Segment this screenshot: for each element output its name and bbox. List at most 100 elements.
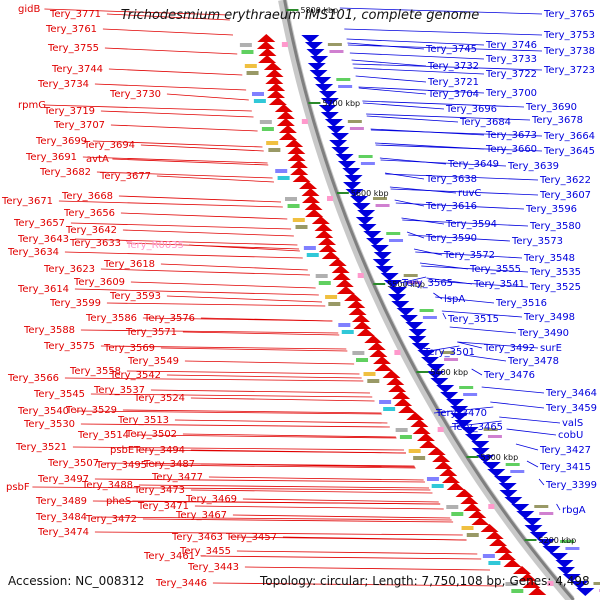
leader-line-reverse [449, 420, 502, 428]
forward-gene-arrow [388, 384, 407, 392]
forward-gene-arrow [304, 202, 323, 210]
gene-label-forward: Tery_3488 [81, 480, 133, 491]
gene-label-forward: psbE [110, 445, 134, 456]
gene-label-forward: Tery_3593 [109, 291, 161, 302]
gene-label-forward: Tery_3730 [109, 89, 161, 100]
gene-label-reverse: Tery_3732 [427, 61, 479, 72]
gene-label-forward: Tery_3540 [17, 406, 69, 417]
gene-label-reverse: Tery_3738 [543, 46, 595, 57]
gene-label-forward: Tery_3514 [77, 430, 129, 441]
reverse-gene-arrow [383, 280, 402, 288]
feature-block [315, 274, 328, 278]
leader-line-reverse [421, 345, 460, 353]
gene-label-forward: Tery_3473 [133, 485, 185, 496]
forward-gene-arrow [328, 258, 347, 266]
gene-label-forward: Tery_3609 [73, 277, 125, 288]
leader-line-forward [190, 397, 375, 402]
feature-block [360, 162, 375, 165]
forward-gene-arrow [285, 139, 304, 147]
gene-label-forward: Tery_3524 [133, 393, 185, 404]
reverse-gene-arrow [498, 483, 517, 491]
scale-tick-label: 5200 kbp [539, 536, 577, 545]
accession-text: Accession: NC_008312 [8, 574, 145, 588]
reverse-gene-arrow [342, 168, 361, 176]
rna-feature [394, 350, 401, 355]
gene-label-forward: Tery_3495 [95, 460, 147, 471]
feature-block [239, 43, 252, 47]
rna-feature [547, 581, 554, 586]
forward-gene-arrow [394, 398, 413, 406]
reverse-gene-arrow [493, 476, 512, 484]
scale-tick-label: 5500 kbp [387, 280, 425, 289]
gene-label-reverse: Tery_3639 [507, 161, 559, 172]
scale-tick-label: 5300 kbp [481, 453, 519, 462]
gene-label-forward: Tery_3497 [37, 474, 89, 485]
gene-label-forward: Tery_3537 [93, 385, 145, 396]
scale-tick-label: 5700 kbp [322, 99, 360, 108]
forward-gene-arrow [460, 496, 479, 504]
forward-gene-arrow [274, 104, 293, 112]
feature-block [347, 120, 362, 123]
gene-label-reverse: Tery_3696 [445, 104, 497, 115]
gene-label-reverse: Tery_3399 [545, 480, 597, 491]
gene-label-forward: Tery_3471 [137, 501, 189, 512]
gene-label-forward: Tery_3707 [53, 120, 105, 131]
feature-block [253, 99, 266, 103]
gene-label-reverse: Tery_3415 [539, 462, 591, 473]
leader-line-reverse [457, 341, 539, 349]
forward-gene-arrow [463, 503, 482, 511]
leader-line-reverse [355, 75, 427, 83]
forward-gene-arrow [373, 356, 392, 364]
gene-label-forward: Tery_3642 [65, 225, 117, 236]
reverse-gene-arrow [363, 231, 382, 239]
gene-label-forward: Tery_3474 [37, 527, 89, 538]
feature-block [386, 232, 401, 235]
leader-line-forward [182, 331, 340, 336]
forward-gene-arrow [267, 83, 286, 91]
rna-feature [281, 42, 288, 47]
feature-block [431, 484, 444, 488]
gene-label-forward: Tery_3586 [85, 313, 137, 324]
forward-gene-arrow [266, 90, 285, 98]
feature-block [505, 463, 520, 466]
leader-line-reverse [506, 428, 557, 436]
leader-line-reverse [433, 406, 494, 414]
feature-block [268, 148, 281, 152]
gene-label-forward: Tery_3569 [103, 343, 155, 354]
feature-block [329, 50, 344, 53]
leader-line-reverse [464, 354, 507, 362]
gene-label-forward: Tery_3446 [155, 578, 207, 589]
forward-gene-arrow [278, 125, 297, 133]
feature-block [295, 225, 308, 229]
gene-label-forward: psbF [6, 482, 30, 493]
reverse-gene-arrow [549, 553, 568, 561]
reverse-gene-arrow [504, 497, 523, 505]
gene-label-reverse: Tery_3596 [525, 204, 577, 215]
leader-line-reverse [408, 234, 511, 242]
leader-line-reverse [481, 386, 545, 394]
reverse-gene-arrow [408, 329, 427, 337]
gene-label-forward: Tery_3521 [15, 442, 67, 453]
reverse-gene-arrow [542, 546, 561, 554]
gene-label-reverse: Tery_3733 [485, 54, 537, 65]
scale-tick-layer: 5800 kbp 5700 kbp 5600 kbp 5500 kbp 5400 kbp… [286, 6, 576, 545]
reverse-gene-arrow [460, 427, 479, 435]
leader-line-forward [44, 104, 252, 112]
gene-label-forward: rpmG [18, 100, 46, 111]
forward-gene-arrow [392, 391, 411, 399]
leader-line-reverse [471, 368, 483, 376]
leader-line-reverse [427, 280, 529, 288]
reverse-gene-arrow [471, 448, 490, 456]
reverse-gene-arrow [476, 455, 495, 463]
reverse-gene-arrow [405, 322, 424, 330]
leader-line-forward [80, 423, 390, 428]
reverse-gene-arrow [408, 336, 427, 344]
forward-gene-arrow [386, 377, 405, 385]
leader-line-forward [92, 516, 452, 521]
gene-label-reverse: lspA [444, 294, 465, 305]
reverse-gene-arrow [570, 581, 589, 589]
leader-line-forward [130, 281, 316, 289]
forward-gene-arrow [434, 461, 453, 469]
backbone-line [283, 0, 575, 600]
